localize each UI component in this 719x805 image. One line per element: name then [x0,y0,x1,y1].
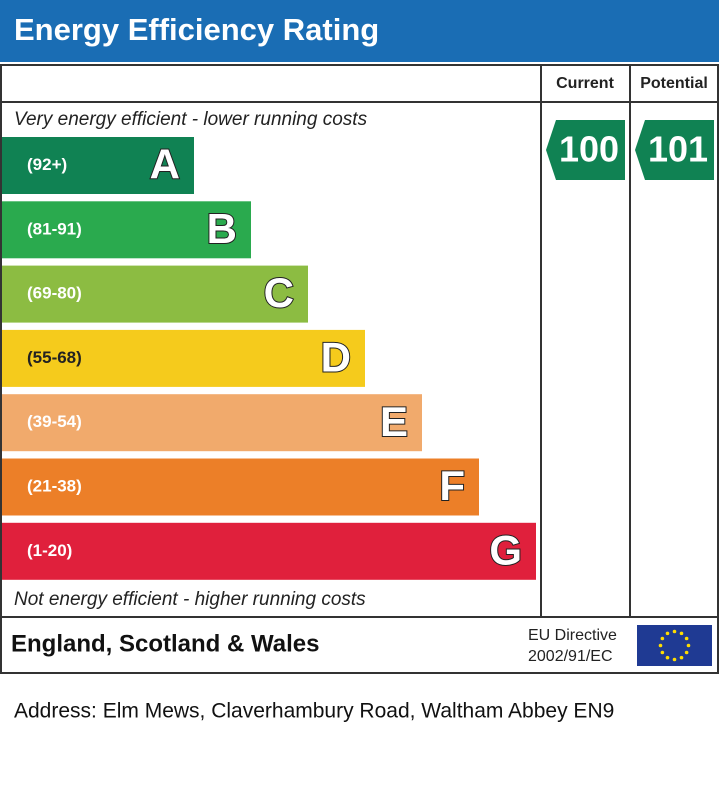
star [672,657,677,662]
title: Energy Efficiency Rating [14,12,379,47]
header-bar [0,0,719,62]
band-range: (55-68) [27,348,82,367]
band-letter: B [207,205,237,252]
band-range: (69-80) [27,284,82,303]
rating-arrow [546,120,625,180]
footer-frame [0,616,719,674]
directive: 2002/91/EC [528,648,613,665]
band-letter: E [380,398,408,445]
band-letter: D [321,333,351,380]
eu-stars [658,629,691,662]
bottom-note: Not energy efficient - higher running co… [14,589,366,610]
top-note: Very energy efficient - lower running co… [14,109,368,130]
band [2,137,194,194]
band-range: (21-38) [27,476,82,495]
band [2,394,422,452]
band [2,265,308,323]
star [684,636,689,641]
directive: EU Directive [528,627,617,644]
rating-value: 101 [648,129,708,170]
star [679,655,684,660]
band [2,329,365,387]
band [2,458,479,516]
star [660,636,665,641]
star [679,631,684,636]
band [2,522,536,580]
star [660,650,665,655]
star [686,643,691,648]
band-letter: G [489,526,522,573]
rating-arrow [635,120,714,180]
column-header: Potential [640,75,708,92]
band-letter: A [150,141,180,188]
star [658,643,663,648]
band-range: (1-20) [27,541,72,560]
band-letter: C [264,269,294,316]
band [2,201,251,259]
star [665,631,670,636]
band-range: (92+) [27,155,67,174]
star [684,650,689,655]
star [665,655,670,660]
rating-value: 100 [559,129,619,170]
band-range: (39-54) [27,412,82,431]
band-range: (81-91) [27,219,82,238]
band-letter: F [439,462,465,509]
address: Address: Elm Mews, Claverhambury Road, W… [14,700,614,723]
region: England, Scotland & Wales [11,630,319,657]
column-header: Current [556,75,614,92]
star [672,629,677,634]
